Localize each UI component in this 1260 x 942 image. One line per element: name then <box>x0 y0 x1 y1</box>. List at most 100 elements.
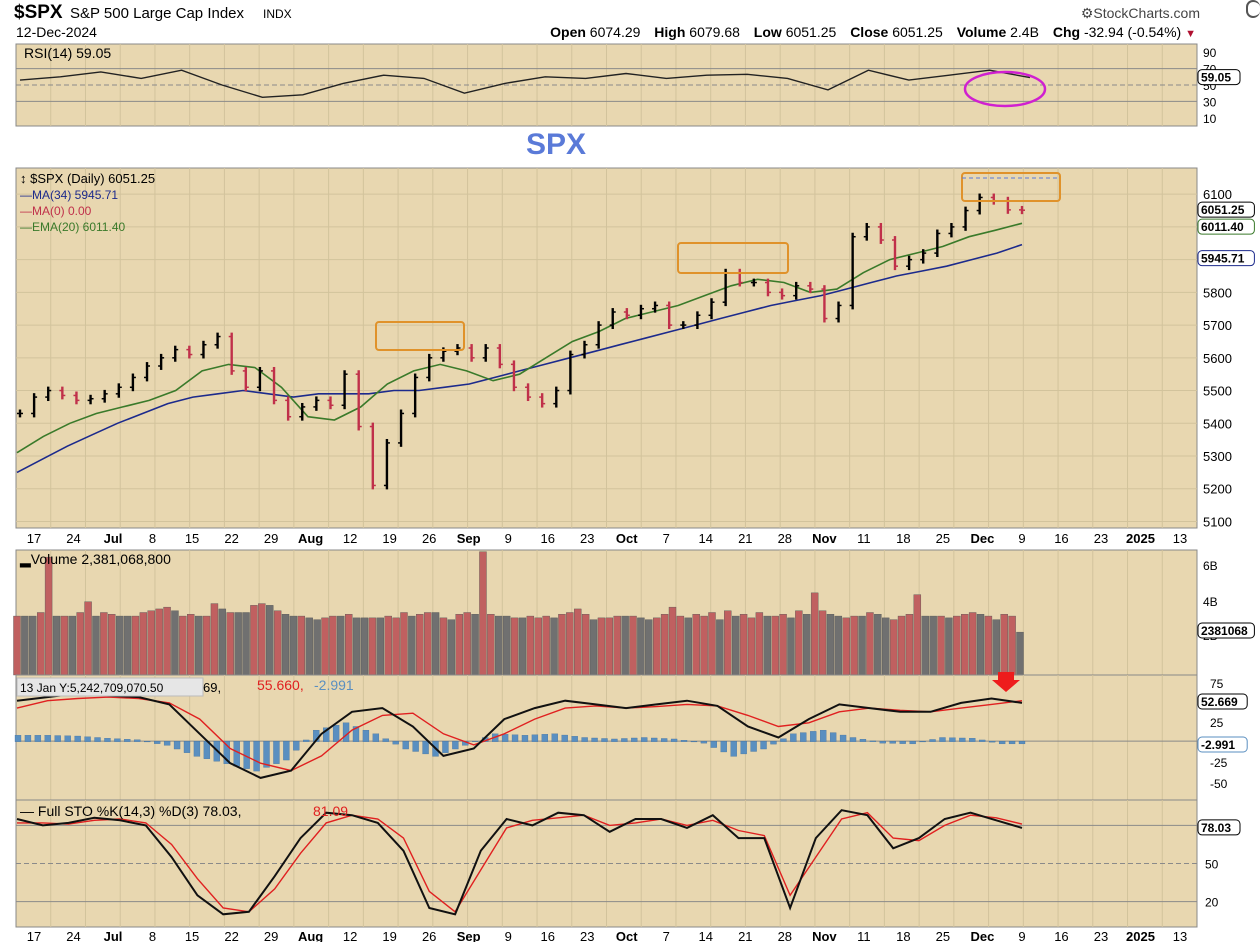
macd-hist-bar <box>124 739 131 742</box>
macd-hist-bar <box>939 737 946 742</box>
symbol: $SPX <box>14 2 63 23</box>
volume-bar <box>984 615 993 676</box>
macd-hist-bar <box>770 741 777 745</box>
macd-hist-bar <box>750 741 757 752</box>
volume-bar <box>345 614 353 676</box>
x-axis-label: 14 <box>699 531 713 546</box>
volume-bar <box>889 619 898 676</box>
macd-tick-label: 75 <box>1210 677 1224 691</box>
x-axis-label: 11 <box>857 531 871 546</box>
volume-label: Volume <box>956 24 1007 40</box>
x-axis-label: 19 <box>382 531 396 546</box>
macd-hist-bar <box>660 738 668 742</box>
volume-bar <box>463 612 471 676</box>
x-axis-label: 28 <box>778 531 792 546</box>
down-arrow-icon: ▼ <box>1185 28 1196 40</box>
volume-bar <box>289 615 298 676</box>
macd-hist-bar <box>670 738 678 742</box>
macd-hist-bar <box>34 735 42 742</box>
volume-bar <box>44 556 53 676</box>
volume-bar <box>668 606 677 676</box>
macd-hist-bar <box>74 735 81 742</box>
macd-hist-bar <box>651 737 658 742</box>
volume-bar <box>597 617 606 676</box>
price-tick-label: 5200 <box>1203 482 1232 497</box>
macd-hist-bar <box>581 737 588 742</box>
macd-hist-bar <box>223 741 230 764</box>
macd-hist-bar <box>979 739 986 742</box>
macd-hist-bar <box>810 731 817 742</box>
volume-bar <box>882 617 890 676</box>
macd-hist-bar <box>44 735 51 742</box>
volume-bar <box>487 614 495 676</box>
macd-hist-bar <box>601 738 608 742</box>
volume-bar <box>945 617 953 676</box>
price-tick-label: 5800 <box>1203 285 1232 300</box>
volume-bar <box>313 619 321 676</box>
spx-watermark: SPX <box>526 128 586 161</box>
macd-hist-bar <box>94 737 101 742</box>
macd-hist-bar <box>959 737 966 742</box>
volume-bar <box>266 605 274 676</box>
down-arrow-icon <box>992 672 1020 692</box>
volume-bar <box>534 617 542 676</box>
volume-bar <box>834 615 843 676</box>
macd-hist-bar <box>501 734 509 742</box>
macd-hist-bar <box>969 738 976 742</box>
rsi-tick-label: 90 <box>1203 46 1217 60</box>
volume-bar <box>423 612 432 676</box>
macd-legend-tail: 69, <box>203 680 221 695</box>
volume-bar <box>171 610 179 676</box>
price-legend: ↕ $SPX (Daily) 6051.25 <box>20 171 155 186</box>
macd-hist-bar <box>193 741 201 757</box>
volume-bar <box>724 610 732 676</box>
volume-bar <box>1016 631 1024 676</box>
stockcharts-logo[interactable]: ⚙StockCharts.com <box>1080 5 1200 21</box>
volume-bar <box>937 615 945 676</box>
macd-hist-bar <box>780 738 787 742</box>
macd-hist-bar <box>452 741 459 750</box>
macd-hist-bar <box>899 741 906 744</box>
volume-bar <box>13 615 21 676</box>
close-label: Close <box>850 24 889 40</box>
macd-hist-bar <box>790 733 797 742</box>
macd-hist-bar <box>173 741 181 750</box>
volume-bar <box>731 615 740 676</box>
volume-bar <box>637 617 645 676</box>
x-axis-label-bottom: 8 <box>149 929 156 942</box>
volume-bar <box>921 615 929 676</box>
macd-hist-bar <box>889 741 896 744</box>
corner-icon[interactable] <box>1246 0 1260 18</box>
price-tick-label: 5500 <box>1203 384 1232 399</box>
x-axis-label: 15 <box>185 531 199 546</box>
x-axis-label-bottom: Dec <box>970 929 994 942</box>
volume-bar <box>787 617 795 676</box>
macd-signal-line <box>16 696 1023 772</box>
volume-bar <box>416 614 424 676</box>
x-axis-label-bottom: 26 <box>422 929 436 942</box>
macd-hist-bar <box>700 741 708 744</box>
volume-bar <box>297 615 306 676</box>
volume-bar <box>961 614 969 676</box>
quote-bar: Open 6074.29 High 6079.68 Low 6051.25 Cl… <box>550 24 1196 40</box>
macd-hist-bar <box>114 738 121 742</box>
volume-bar <box>258 603 266 676</box>
x-axis-label-bottom: 13 <box>1173 929 1187 942</box>
volume-bar <box>929 615 937 676</box>
volume-bar <box>60 615 69 676</box>
ma0-legend: —MA(0) 0.00 <box>20 204 92 218</box>
x-axis-label: 9 <box>505 531 512 546</box>
macd-last-label: 52.669 <box>1201 695 1238 709</box>
x-axis-label: 24 <box>66 531 80 546</box>
x-axis-label: Aug <box>298 531 323 546</box>
volume-bar <box>1008 615 1016 676</box>
sto-tick-label: 20 <box>1205 896 1219 910</box>
macd-hist-bar <box>879 741 886 744</box>
volume-tick-label: 4B <box>1203 595 1218 609</box>
macd-hist-bar <box>1018 741 1026 745</box>
price-tick-label: 5300 <box>1203 449 1232 464</box>
ma34-line <box>16 243 1023 474</box>
volume-bar <box>115 615 124 676</box>
sto-d-value: 81.09 <box>313 803 348 819</box>
